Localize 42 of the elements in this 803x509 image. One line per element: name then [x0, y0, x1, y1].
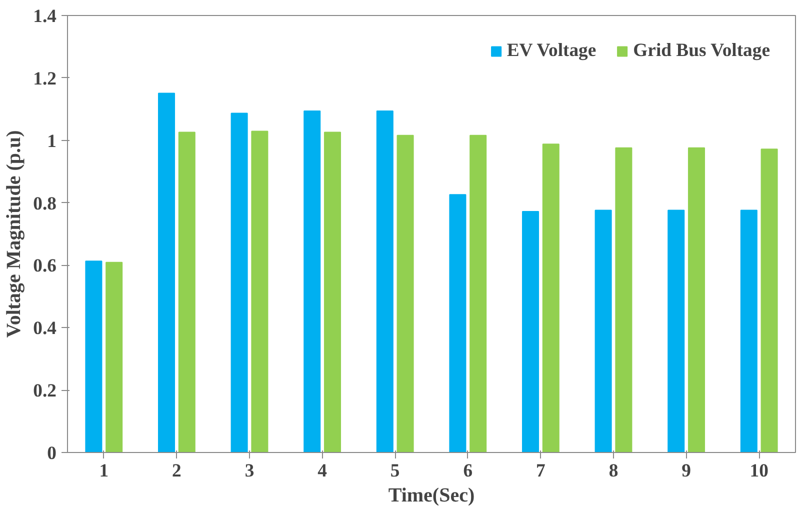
- y-tick-label: 0.8: [33, 193, 57, 214]
- bar: [760, 148, 778, 452]
- x-tick-label: 4: [318, 460, 327, 482]
- y-tick-label: 0.4: [33, 318, 57, 340]
- bar: [449, 194, 466, 452]
- bar: [688, 147, 705, 452]
- bar: [230, 112, 248, 452]
- y-tick-label: 1.4: [33, 6, 57, 27]
- bar: [251, 130, 268, 452]
- bar: [106, 262, 123, 452]
- y-tick-label: 1: [47, 130, 56, 152]
- x-tick-label: 8: [608, 460, 618, 482]
- x-tick-label: 5: [390, 460, 400, 482]
- y-tick-label: 1.2: [33, 68, 57, 90]
- x-tick-label: 3: [244, 460, 254, 482]
- x-tick-label: 10: [750, 460, 768, 482]
- bar: [740, 210, 758, 452]
- y-tick-label: 0: [47, 443, 56, 464]
- bar: [470, 134, 487, 452]
- bar: [542, 144, 560, 452]
- bar: [668, 210, 685, 452]
- x-tick-label: 9: [682, 460, 691, 482]
- x-axis-title: Time(Sec): [388, 484, 475, 506]
- y-tick-label: 0.2: [33, 380, 57, 402]
- bar: [594, 210, 612, 452]
- y-tick-label: 0.6: [33, 256, 57, 277]
- bar: [376, 110, 394, 452]
- bar: [304, 110, 321, 452]
- bar: [396, 134, 414, 452]
- y-axis-title: Voltage Magnitude (p.u): [3, 130, 26, 338]
- bar: [85, 260, 102, 452]
- x-tick-label: 6: [463, 460, 473, 482]
- x-tick-label: 1: [99, 460, 109, 482]
- bar: [324, 132, 341, 452]
- bar: [158, 92, 176, 452]
- bar: [615, 147, 632, 452]
- bar: [178, 132, 196, 452]
- x-tick-label: 7: [536, 460, 546, 482]
- bar: [522, 211, 540, 452]
- x-tick-label: 2: [172, 460, 182, 482]
- legend-label: Grid Bus Voltage: [633, 40, 770, 62]
- legend-label: EV Voltage: [506, 40, 596, 62]
